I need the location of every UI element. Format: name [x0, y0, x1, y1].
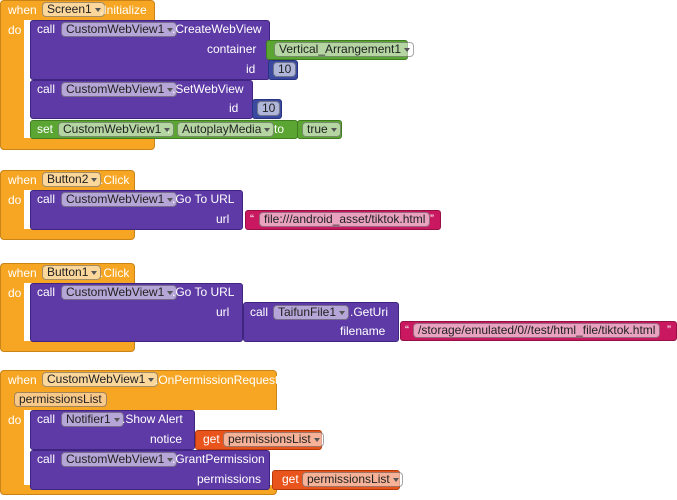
arg-name: url [216, 212, 230, 226]
component-dropdown[interactable]: TaifunFile1 [273, 305, 350, 320]
keyword: when [8, 3, 37, 17]
component-dropdown[interactable]: CustomWebView1 [58, 122, 175, 137]
keyword: when [8, 266, 37, 280]
arg-name: url [216, 305, 230, 319]
keyword: call [37, 82, 56, 96]
event-name: .Click [100, 266, 130, 280]
event-name: .Initialize [100, 3, 147, 17]
variable-dropdown[interactable]: permissionsList [223, 432, 324, 447]
component-dropdown[interactable]: CustomWebView1 [42, 372, 159, 387]
boolean-dropdown[interactable]: true [302, 122, 341, 137]
string-field[interactable]: file:///android_asset/tiktok.html [259, 212, 431, 227]
keyword: when [8, 173, 37, 187]
number-field[interactable]: 10 [257, 101, 281, 116]
method-name: .CreateWebView [172, 22, 262, 36]
variable-dropdown[interactable]: permissionsList [302, 472, 403, 487]
keyword: call [37, 22, 56, 36]
arg-name: id [246, 62, 256, 76]
component-dropdown[interactable]: Notifier1 [61, 412, 124, 427]
method-name: .GetUri [350, 305, 389, 319]
component-dropdown[interactable]: Screen1 [42, 2, 105, 17]
arg-name: filename [340, 324, 386, 338]
keyword: do [8, 413, 22, 427]
quote: ” [667, 323, 671, 337]
component-dropdown[interactable]: CustomWebView1 [61, 452, 178, 467]
property-dropdown[interactable]: AutoplayMedia [177, 122, 275, 137]
dot: . [167, 122, 171, 136]
keyword: do [8, 193, 22, 207]
keyword: call [37, 285, 56, 299]
arg-name: notice [150, 432, 183, 446]
quote: ” [430, 212, 434, 226]
parameter[interactable]: permissionsList [14, 392, 107, 407]
keyword: when [8, 373, 37, 387]
quote: “ [405, 323, 409, 337]
event-name: .Click [100, 173, 130, 187]
call-block[interactable] [243, 302, 399, 342]
component-dropdown[interactable]: CustomWebView1 [61, 82, 178, 97]
component-dropdown[interactable]: CustomWebView1 [61, 192, 178, 207]
string-field[interactable]: /storage/emulated/0//test/html_file/tikt… [413, 323, 661, 338]
keyword: get [203, 432, 220, 446]
component-dropdown[interactable]: Vertical_Arrangement1 [274, 42, 415, 57]
keyword: call [37, 412, 56, 426]
number-field[interactable]: 10 [273, 62, 297, 77]
method-name: .SetWebView [172, 82, 244, 96]
keyword: do [8, 286, 22, 300]
method-name: .Go To URL [172, 192, 235, 206]
method-name: .Show Alert [122, 412, 183, 426]
keyword: get [282, 472, 299, 486]
keyword: to [274, 122, 285, 136]
event-name: .OnPermissionRequest [155, 373, 279, 387]
quote: “ [250, 212, 254, 226]
arg-name: permissions [197, 472, 262, 486]
method-name: .GrantPermission [172, 452, 265, 466]
component-dropdown[interactable]: CustomWebView1 [61, 22, 178, 37]
keyword: call [37, 192, 56, 206]
arg-name: container [207, 42, 257, 56]
keyword: set [37, 122, 54, 136]
component-dropdown[interactable]: Button1 [42, 265, 102, 280]
method-name: .Go To URL [172, 285, 235, 299]
keyword: call [250, 305, 269, 319]
component-dropdown[interactable]: Button2 [42, 172, 102, 187]
keyword: do [8, 23, 22, 37]
keyword: call [37, 452, 56, 466]
arg-name: id [229, 101, 239, 115]
component-dropdown[interactable]: CustomWebView1 [61, 285, 178, 300]
